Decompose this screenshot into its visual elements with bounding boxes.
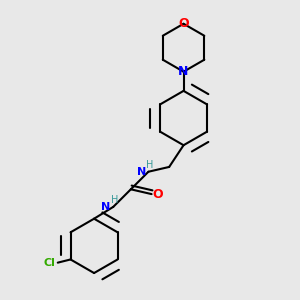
Text: H: H [146,160,154,170]
Text: H: H [111,195,118,205]
Text: O: O [152,188,163,201]
Text: N: N [178,65,189,78]
Text: O: O [178,17,189,30]
Text: N: N [101,202,111,212]
Text: N: N [136,167,146,177]
Text: Cl: Cl [44,258,56,268]
